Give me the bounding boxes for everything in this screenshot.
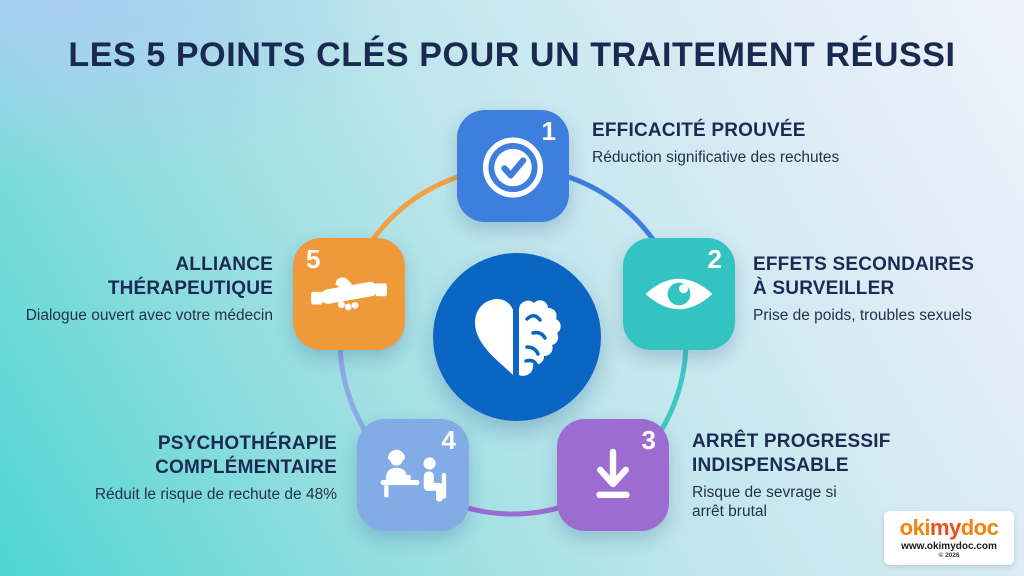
eye-icon bbox=[645, 278, 713, 310]
point-2-text: EFFETS SECONDAIRES À SURVEILLER Prise de… bbox=[753, 253, 974, 325]
point-1-subtitle: Réduction significative des rechutes bbox=[592, 149, 840, 166]
point-2-badge: 2 bbox=[623, 238, 735, 350]
point-4-text: PSYCHOTHÉRAPIE COMPLÉMENTAIRE Réduit le … bbox=[95, 432, 337, 504]
logo-brand-text: okimydoc bbox=[899, 514, 999, 540]
point-5-title: ALLIANCE THÉRAPEUTIQUE bbox=[107, 254, 273, 299]
point-1-title: EFFICACITÉ PROUVÉE bbox=[592, 120, 806, 141]
point-4-badge: 4 bbox=[357, 419, 469, 531]
handshake-icon bbox=[311, 277, 387, 311]
point-2-number: 2 bbox=[707, 244, 722, 274]
point-3-text: ARRÊT PROGRESSIF INDISPENSABLE Risque de… bbox=[692, 430, 891, 521]
heart-brain-icon bbox=[475, 299, 561, 376]
point-3-subtitle: Risque de sevrage si arrêt brutal bbox=[692, 484, 837, 520]
point-2-title: EFFETS SECONDAIRES À SURVEILLER bbox=[753, 254, 975, 299]
page-title: LES 5 POINTS CLÉS POUR UN TRAITEMENT RÉU… bbox=[68, 36, 956, 74]
okimydoc-logo: okimydoc www.okimydoc.com © 2026 bbox=[884, 511, 1014, 565]
therapy-session-icon bbox=[380, 449, 447, 502]
point-1-badge: 1 bbox=[457, 110, 569, 222]
center-heart-brain-badge bbox=[433, 253, 601, 421]
logo-website: www.okimydoc.com bbox=[901, 540, 997, 552]
point-5-text: ALLIANCE THÉRAPEUTIQUE Dialogue ouvert a… bbox=[26, 253, 273, 325]
point-5-number: 5 bbox=[306, 244, 321, 274]
point-5-badge: 5 bbox=[293, 238, 405, 350]
point-4-number: 4 bbox=[441, 425, 456, 455]
check-circle-icon bbox=[482, 137, 544, 198]
point-2-subtitle: Prise de poids, troubles sexuels bbox=[753, 307, 972, 324]
point-3-title: ARRÊT PROGRESSIF INDISPENSABLE bbox=[692, 431, 891, 476]
point-4-subtitle: Réduit le risque de rechute de 48% bbox=[94, 486, 337, 503]
point-3-badge: 3 bbox=[557, 419, 669, 531]
point-5-subtitle: Dialogue ouvert avec votre médecin bbox=[25, 307, 273, 324]
point-3-number: 3 bbox=[641, 425, 656, 455]
logo-copyright: © 2026 bbox=[938, 551, 960, 559]
point-1-text: EFFICACITÉ PROUVÉE Réduction significati… bbox=[592, 119, 839, 167]
download-arrow-icon bbox=[596, 448, 630, 499]
point-4-title: PSYCHOTHÉRAPIE COMPLÉMENTAIRE bbox=[155, 433, 337, 478]
point-1-number: 1 bbox=[541, 116, 556, 146]
